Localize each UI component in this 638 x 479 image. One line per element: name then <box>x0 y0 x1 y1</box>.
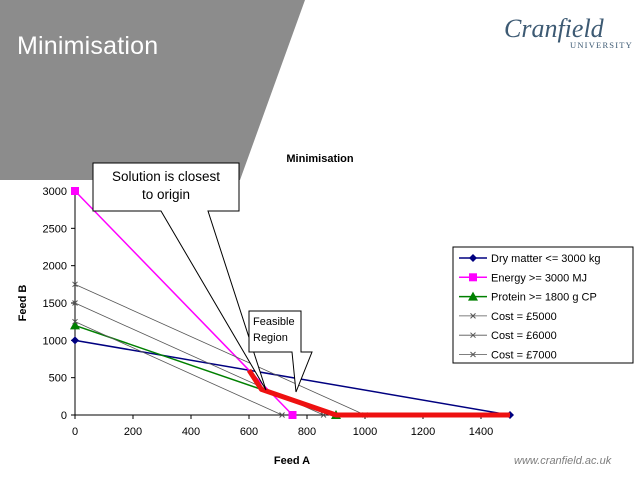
series-line-0 <box>74 339 511 416</box>
y-tick-label: 500 <box>49 373 67 385</box>
legend-entry-1: Energy >= 3000 MJ <box>491 272 587 284</box>
solution-callout-line2: to origin <box>142 187 190 202</box>
header-band <box>0 0 305 180</box>
legend-marker <box>470 313 476 319</box>
x-tick-label: 400 <box>182 426 200 438</box>
y-tick-label: 2500 <box>43 223 67 235</box>
solution-callout: Solution is closest to origin <box>92 162 267 391</box>
y-axis-title: Feed B <box>17 285 29 322</box>
x-tick-label: 1200 <box>411 426 435 438</box>
feasible-region-boundary <box>246 368 510 418</box>
series-line-5 <box>74 283 366 416</box>
feasible-callout-line2: Region <box>253 332 288 344</box>
logo-subtitle: UNIVERSITY <box>570 40 633 50</box>
legend-entry-2: Protein >= 1800 g CP <box>491 292 597 304</box>
series-point-4 <box>72 300 78 306</box>
x-tick-label: 800 <box>298 426 316 438</box>
legend-marker <box>470 332 476 339</box>
legend-marker <box>468 291 478 301</box>
y-tick-label: 3000 <box>43 186 67 198</box>
x-axis-title: Feed A <box>274 455 310 467</box>
logo-name: Cranfield <box>504 14 604 43</box>
x-tick-label: 1000 <box>353 426 377 438</box>
legend: Dry matter <= 3000 kg Energy >= 3000 MJ Pr… <box>452 246 634 364</box>
x-tick-label: 200 <box>124 426 142 438</box>
series-point-3 <box>279 412 285 418</box>
solution-callout-line1: Solution is closest <box>112 169 220 184</box>
legend-entry-5: Cost = £7000 <box>491 350 557 362</box>
series-point-0 <box>71 336 79 345</box>
x-tick-label: 0 <box>72 426 78 438</box>
series-point-2 <box>70 320 80 330</box>
legend-entry-0: Dry matter <= 3000 kg <box>491 253 600 265</box>
slide-title: Minimisation <box>17 32 159 60</box>
y-tick-label: 2000 <box>43 261 67 273</box>
series-line-3 <box>74 321 283 416</box>
legend-marker <box>469 273 477 282</box>
legend-entry-4: Cost = £6000 <box>491 330 557 342</box>
x-tick-label: 1400 <box>469 426 493 438</box>
y-tick-label: 1000 <box>43 335 67 347</box>
y-tick-label: 1500 <box>43 298 67 310</box>
legend-marker <box>469 254 477 262</box>
series-point-1 <box>288 411 297 419</box>
series-layer <box>70 187 514 419</box>
legend-marker <box>470 351 476 358</box>
x-tick-label: 600 <box>240 426 258 438</box>
series-point-1 <box>71 187 79 195</box>
series-point-5 <box>72 281 78 288</box>
series-point-3 <box>72 318 78 325</box>
chart-title: Minimisation <box>286 153 354 165</box>
feasible-callout: Feasible Region <box>248 310 313 393</box>
feasible-callout-line1: Feasible <box>253 316 295 328</box>
y-tick-label: 0 <box>61 410 67 422</box>
cranfield-logo: Cranfield UNIVERSITY <box>504 14 632 51</box>
legend-entry-3: Cost = £5000 <box>491 311 557 323</box>
footer-url: www.cranfield.ac.uk <box>514 455 612 467</box>
